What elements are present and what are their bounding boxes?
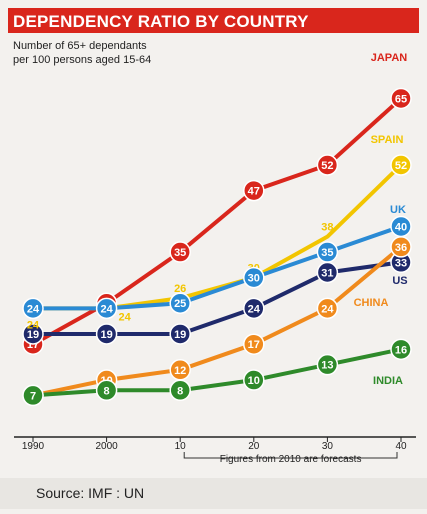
point-marker-india bbox=[22, 384, 44, 407]
point-marker-us bbox=[95, 323, 118, 345]
series-name-uk: UK bbox=[390, 204, 406, 216]
series-name-japan: JAPAN bbox=[371, 52, 408, 64]
data-label-india: 10 bbox=[248, 375, 260, 387]
subtitle-line-2: per 100 persons aged 15-64 bbox=[13, 54, 152, 66]
footer-bar bbox=[0, 478, 427, 509]
forecast-annotation: Figures from 2010 are forecasts bbox=[220, 454, 362, 465]
data-label-us: 19 bbox=[27, 329, 39, 341]
series-line-india bbox=[32, 347, 402, 398]
data-label-spain: 24 bbox=[27, 319, 40, 331]
point-marker-uk bbox=[95, 297, 118, 320]
data-label-china: 24 bbox=[321, 303, 334, 315]
data-label-us: 33 bbox=[395, 257, 407, 269]
series-name-us: US bbox=[392, 275, 407, 287]
point-marker-us bbox=[316, 261, 339, 284]
data-label-japan: 52 bbox=[321, 160, 333, 172]
subtitle-line-1: Number of 65+ dependants bbox=[13, 40, 147, 52]
data-label-uk: 35 bbox=[321, 247, 333, 259]
point-marker-india bbox=[390, 338, 412, 361]
data-label-india: 16 bbox=[395, 344, 407, 356]
data-label-china: 12 bbox=[174, 365, 186, 377]
series-line-us bbox=[33, 260, 402, 336]
point-marker-us bbox=[169, 323, 191, 345]
point-marker-japan bbox=[316, 154, 339, 176]
x-tick-label: 40 bbox=[395, 441, 407, 452]
data-label-spain: 38 bbox=[321, 222, 333, 234]
data-label-uk: 24 bbox=[27, 303, 40, 315]
x-tick-label: 20 bbox=[248, 441, 260, 452]
point-marker-japan bbox=[243, 179, 265, 202]
data-label-us: 19 bbox=[174, 329, 186, 341]
point-marker-india bbox=[243, 369, 265, 391]
data-label-us: 24 bbox=[248, 303, 261, 315]
data-label-uk: 40 bbox=[395, 221, 407, 233]
source-note: Source: IMF : UN bbox=[36, 485, 145, 501]
series-line-uk bbox=[33, 224, 402, 311]
title-bar bbox=[8, 8, 419, 33]
data-label-india: 8 bbox=[177, 385, 183, 397]
data-label-uk: 25 bbox=[174, 298, 186, 310]
data-label-spain: 52 bbox=[395, 160, 407, 172]
point-marker-us bbox=[243, 297, 265, 320]
chart-subtitle: Number of 65+ dependants per 100 persons… bbox=[13, 39, 233, 67]
point-marker-india bbox=[169, 379, 191, 402]
point-marker-japan bbox=[390, 87, 412, 110]
point-marker-uk bbox=[169, 292, 191, 314]
data-label-japan: 35 bbox=[174, 247, 186, 259]
point-marker-uk bbox=[22, 297, 44, 320]
series-line-china bbox=[32, 245, 403, 398]
data-label-uk: 24 bbox=[100, 303, 113, 315]
data-label-india: 13 bbox=[321, 360, 333, 372]
data-label-us: 19 bbox=[100, 329, 112, 341]
data-label-uk: 30 bbox=[248, 273, 260, 285]
x-tick-label: 10 bbox=[175, 441, 187, 452]
data-label-japan: 47 bbox=[248, 186, 260, 198]
chart-title: DEPENDENCY RATIO BY COUNTRY bbox=[13, 12, 309, 31]
point-marker-us bbox=[22, 323, 44, 345]
data-label-spain: 26 bbox=[174, 283, 186, 295]
x-tick-label: 30 bbox=[322, 441, 334, 452]
series-name-spain: SPAIN bbox=[371, 134, 404, 146]
point-marker-uk bbox=[243, 266, 265, 289]
point-marker-japan bbox=[169, 241, 191, 263]
series-line-spain bbox=[33, 163, 403, 311]
point-marker-china bbox=[243, 333, 265, 355]
series-name-china: CHINA bbox=[354, 297, 389, 309]
data-label-india: 7 bbox=[30, 390, 36, 402]
point-marker-china bbox=[390, 236, 412, 258]
forecast-bracket bbox=[183, 452, 398, 459]
x-tick-label: 2000 bbox=[95, 441, 118, 452]
point-marker-spain bbox=[390, 154, 412, 176]
point-marker-china bbox=[316, 297, 339, 320]
data-label-india: 8 bbox=[104, 385, 110, 397]
point-marker-india bbox=[95, 379, 118, 402]
data-label-china: 36 bbox=[395, 242, 407, 254]
series-name-india: INDIA bbox=[373, 375, 403, 387]
data-label-japan: 65 bbox=[395, 93, 407, 105]
data-label-spain: 24 bbox=[118, 311, 131, 323]
x-tick-label: 1990 bbox=[22, 441, 45, 452]
point-marker-india bbox=[316, 353, 339, 376]
data-label-us: 31 bbox=[321, 268, 333, 280]
data-label-china: 17 bbox=[248, 339, 260, 351]
